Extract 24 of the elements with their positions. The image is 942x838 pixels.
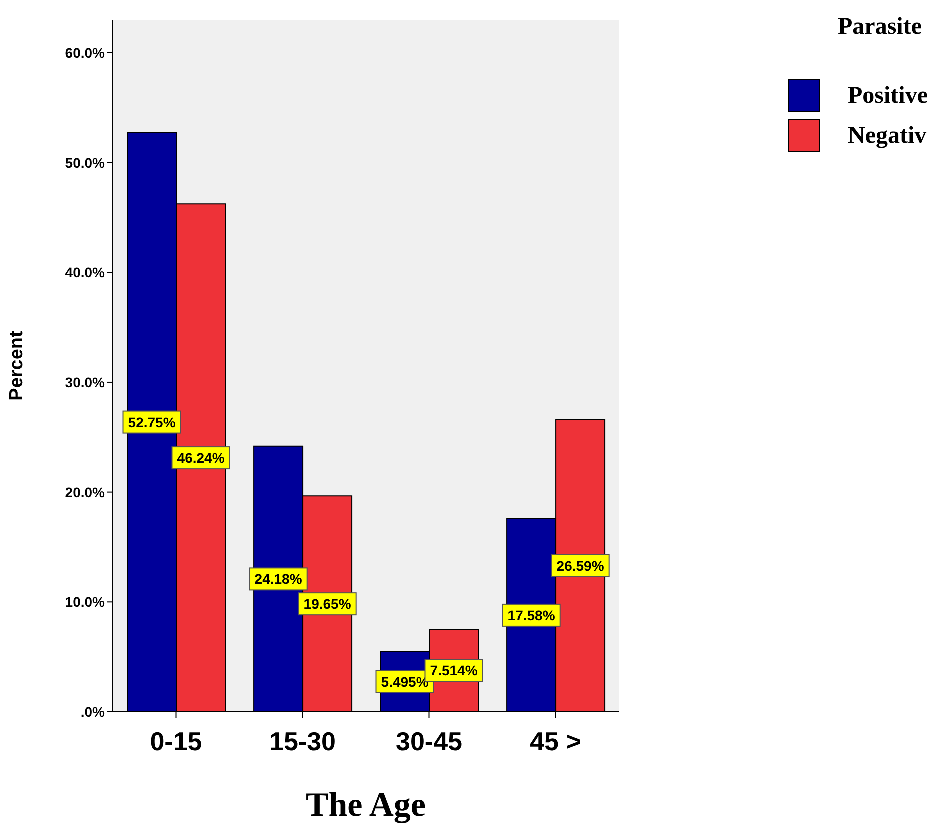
x-tick-label: 30-45	[396, 726, 462, 756]
y-tick-label: .0%	[80, 704, 106, 720]
legend-label: Negativ	[848, 122, 927, 150]
data-label: 26.59%	[556, 558, 605, 574]
data-label: 52.75%	[128, 414, 176, 430]
y-tick-label: 60.0%	[65, 44, 106, 61]
y-axis-title: Percent	[6, 330, 28, 401]
y-tick-label: 40.0%	[65, 264, 106, 281]
x-tick-label: 15-30	[270, 726, 336, 756]
y-tick-label: 30.0%	[65, 374, 106, 390]
y-tick-label: 20.0%	[65, 484, 106, 500]
legend-label: Positive	[848, 82, 928, 110]
data-label: 7.514%	[430, 662, 478, 679]
x-tick-label: 45 >	[530, 726, 582, 756]
data-label: 5.495%	[381, 674, 430, 690]
x-axis-title: The Age	[306, 787, 426, 824]
x-tick-label: 0-15	[150, 726, 202, 756]
y-tick-label: 50.0%	[65, 154, 106, 171]
y-tick-label: 10.0%	[65, 594, 106, 610]
data-label: 17.58%	[508, 607, 556, 624]
data-label: 46.24%	[177, 450, 226, 466]
data-label: 24.18%	[254, 571, 303, 588]
legend-title: Parasite	[838, 14, 923, 41]
data-label: 19.65%	[304, 596, 352, 612]
